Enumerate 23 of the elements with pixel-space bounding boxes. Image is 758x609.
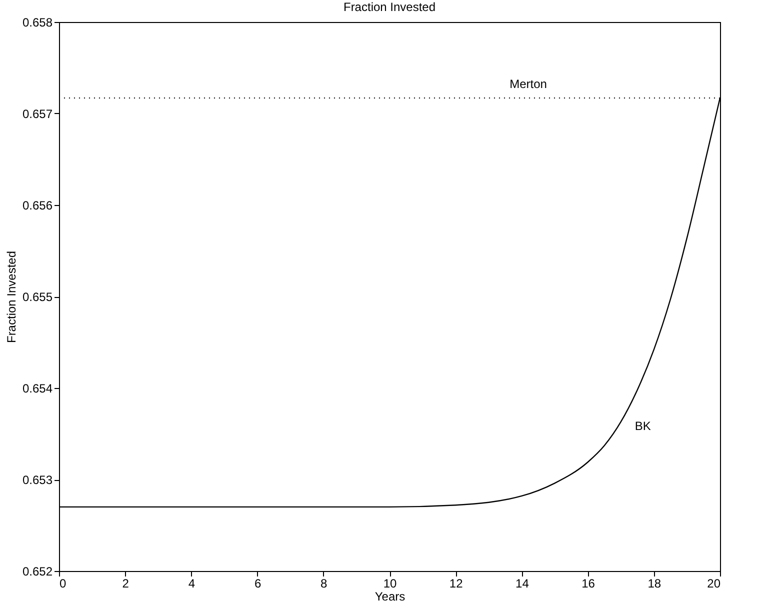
x-axis-title: Years [374,590,406,604]
y-tick-label: 0.652 [22,564,53,578]
x-tick-label: 8 [320,576,328,590]
y-tick-label: 0.653 [22,473,53,487]
x-tick-label: 14 [516,576,530,590]
x-tick-label: 0 [60,576,66,590]
x-tick-label: 4 [188,576,196,590]
y-tick-label: 0.657 [22,107,53,121]
x-tick-label: 18 [648,576,662,590]
y-tick-label: 0.656 [22,198,53,212]
x-tick-label: 6 [254,576,262,590]
series-label: BK [634,418,651,433]
x-tick-label: 10 [383,576,397,590]
x-tick-label: 2 [122,576,130,590]
y-tick-label: 0.658 [22,16,53,30]
y-tick-label: 0.655 [22,290,53,304]
ref-line-label: Merton [510,76,547,91]
y-tick-label: 0.654 [22,382,53,396]
y-axis-title: Fraction Invested [4,250,18,344]
x-tick-label: 20 [707,576,721,590]
x-tick-label: 12 [449,576,464,590]
x-tick-label: 16 [582,576,596,590]
chart-title: Fraction Invested [343,0,436,14]
